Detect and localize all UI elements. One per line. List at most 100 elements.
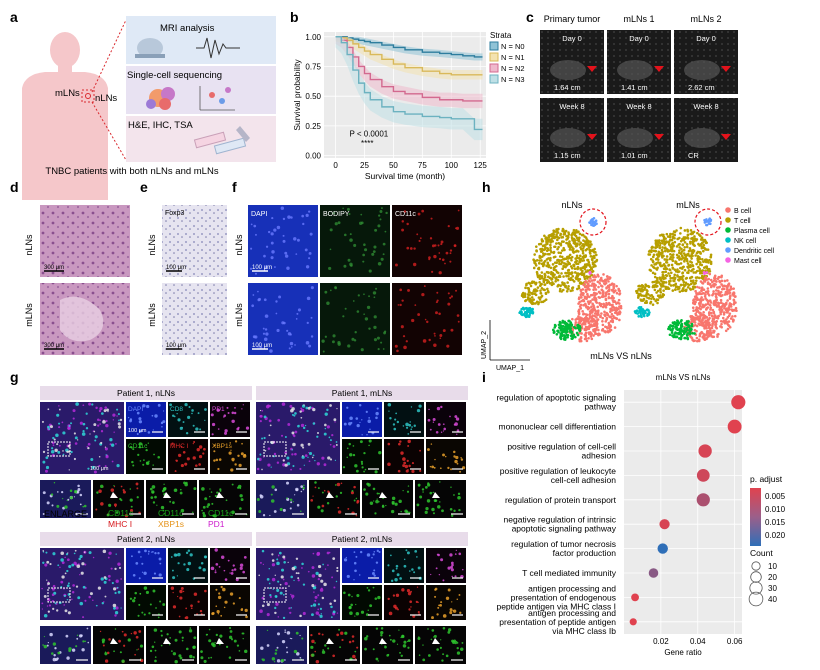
if-speckle bbox=[459, 611, 462, 614]
if-speckle bbox=[449, 611, 453, 615]
if-speckle bbox=[298, 424, 300, 426]
if-speckle bbox=[262, 332, 266, 335]
if-speckle bbox=[281, 402, 286, 406]
if-speckle bbox=[95, 604, 98, 607]
umap-point-nk-cell bbox=[641, 308, 645, 311]
umap-point-nk-cell bbox=[530, 310, 533, 314]
umap-point-t-cell bbox=[547, 257, 550, 260]
if-speckle bbox=[45, 551, 48, 554]
umap-point-t-cell bbox=[523, 295, 527, 299]
umap-point-t-cell bbox=[680, 254, 684, 258]
umap-point-t-cell bbox=[698, 267, 702, 271]
umap-point-t-cell bbox=[684, 289, 687, 292]
umap-point-b-cell bbox=[715, 280, 718, 283]
if-speckle bbox=[270, 241, 274, 245]
if-speckle bbox=[403, 564, 407, 568]
umap-point-t-cell bbox=[527, 281, 531, 285]
umap-point-t-cell bbox=[557, 275, 561, 279]
if-speckle bbox=[302, 486, 305, 490]
if-speckle bbox=[238, 484, 242, 489]
umap-point-t-cell bbox=[688, 254, 691, 258]
g-channel-label-1: CD8 bbox=[170, 406, 183, 413]
umap-point-plasma-cell bbox=[567, 319, 571, 323]
umap-point-b-cell bbox=[586, 317, 589, 321]
umap-point-b-cell bbox=[619, 306, 623, 310]
umap-point-b-cell bbox=[715, 326, 719, 330]
if-speckle bbox=[400, 451, 404, 455]
if-speckle bbox=[225, 499, 228, 502]
umap-point-t-cell bbox=[709, 253, 713, 257]
if-speckle bbox=[329, 602, 332, 605]
if-speckle bbox=[195, 464, 198, 467]
if-speckle bbox=[54, 448, 58, 453]
umap-point-b-cell bbox=[725, 318, 728, 321]
if-speckle bbox=[88, 402, 92, 406]
umap-point-b-cell bbox=[714, 289, 718, 292]
if-speckle bbox=[284, 582, 288, 586]
umap-point-t-cell bbox=[562, 228, 565, 232]
if-speckle bbox=[218, 458, 222, 461]
if-speckle bbox=[456, 598, 459, 601]
if-speckle bbox=[269, 595, 272, 598]
umap-point-t-cell bbox=[576, 238, 579, 242]
if-speckle bbox=[375, 657, 379, 661]
umap-point-t-cell bbox=[673, 230, 677, 234]
if-speckle bbox=[82, 430, 85, 433]
if-speckle bbox=[270, 493, 273, 496]
if-speckle bbox=[455, 417, 460, 421]
mri-timepoint-label: Week 8 bbox=[626, 102, 651, 111]
umap-point-t-cell bbox=[647, 285, 651, 289]
umap-point-b-cell bbox=[694, 318, 698, 321]
if-speckle bbox=[224, 578, 228, 581]
if-speckle bbox=[354, 331, 357, 334]
if-speckle bbox=[187, 561, 192, 566]
if-speckle bbox=[259, 414, 262, 418]
scale-label-d-bottom: 300 μm bbox=[44, 343, 64, 349]
if-speckle bbox=[286, 497, 288, 500]
if-speckle bbox=[416, 233, 419, 236]
umap-legend-dot-5 bbox=[725, 257, 731, 263]
if-speckle bbox=[62, 431, 66, 435]
umap-point-b-cell bbox=[599, 291, 602, 295]
if-speckle bbox=[349, 416, 353, 421]
panel-a-letter: a bbox=[10, 9, 18, 25]
if-speckle bbox=[166, 633, 169, 636]
if-speckle bbox=[450, 561, 454, 565]
umap-point-t-cell bbox=[658, 263, 662, 267]
umap-point-b-cell bbox=[716, 316, 720, 320]
if-speckle bbox=[43, 635, 46, 638]
if-speckle bbox=[143, 571, 147, 576]
umap-point-t-cell bbox=[567, 285, 570, 288]
g-zoom-box bbox=[47, 441, 71, 457]
umap-point-t-cell bbox=[588, 249, 592, 252]
umap-point-t-cell bbox=[661, 234, 665, 237]
umap-point-b-cell bbox=[696, 292, 699, 295]
if-speckle bbox=[228, 635, 233, 639]
umap-point-b-cell bbox=[612, 314, 615, 318]
if-speckle bbox=[316, 551, 321, 556]
if-speckle bbox=[230, 638, 234, 641]
if-speckle bbox=[198, 455, 203, 459]
if-speckle bbox=[283, 321, 286, 325]
if-speckle bbox=[114, 614, 117, 617]
umap-point-b-cell bbox=[607, 296, 611, 300]
umap-point-plasma-cell bbox=[561, 324, 565, 328]
umap-point-b-cell bbox=[612, 306, 616, 309]
if-speckle bbox=[99, 419, 101, 422]
umap-point-plasma-cell bbox=[687, 320, 690, 323]
umap-point-t-cell bbox=[708, 267, 711, 271]
if-speckle bbox=[273, 228, 277, 232]
panel-h-letter: h bbox=[482, 179, 491, 195]
umap-point-b-cell bbox=[606, 277, 609, 281]
if-speckle bbox=[129, 597, 133, 600]
umap-point-t-cell bbox=[637, 287, 641, 291]
if-speckle bbox=[361, 434, 363, 436]
umap-point-t-cell bbox=[671, 258, 674, 261]
if-speckle bbox=[140, 659, 143, 662]
if-speckle bbox=[377, 261, 382, 266]
if-speckle bbox=[376, 492, 379, 495]
if-speckle bbox=[52, 436, 55, 440]
umap-point-b-cell bbox=[591, 282, 594, 285]
if-speckle bbox=[55, 658, 58, 661]
umap-point-t-cell bbox=[572, 241, 576, 245]
